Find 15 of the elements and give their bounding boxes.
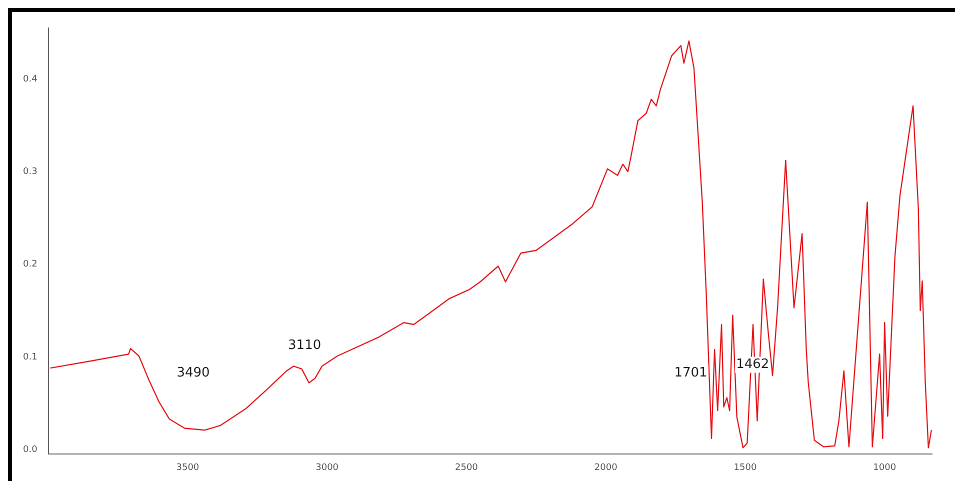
y-tick-label: 0.1 [22,352,38,362]
x-tick-label: 2500 [455,462,478,473]
annotation: 3110 [288,338,322,353]
y-tick-label: 0.0 [22,444,38,455]
x-tick-label: 3500 [176,462,200,473]
annotation: 1462 [736,357,770,372]
x-tick-label: 1000 [873,462,896,473]
annotation: 3490 [176,366,210,381]
x-tick-label: 1500 [734,462,757,473]
y-tick-label: 0.3 [22,166,38,177]
y-tick-label: 0.4 [22,74,38,84]
y-tick-label: 0.2 [22,260,38,270]
x-tick-label: 3000 [316,462,339,473]
x-tick-label: 2000 [594,462,618,473]
annotation: 1701 [674,366,708,381]
